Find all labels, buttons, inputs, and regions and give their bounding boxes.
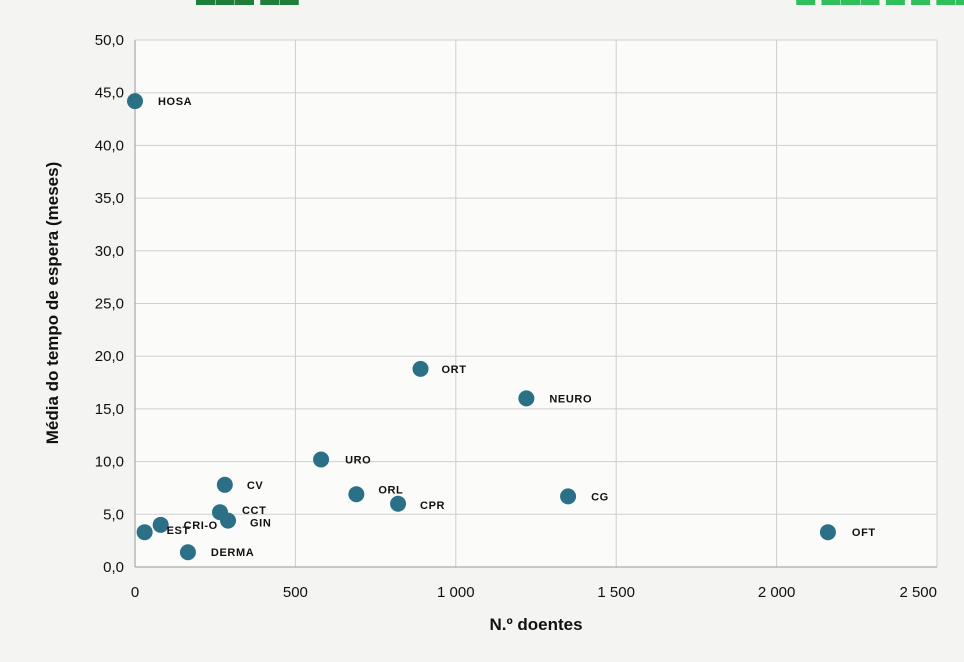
point-oft [819,524,836,541]
point-label-est: EST [167,525,190,537]
y-tick-label: 30,0 [95,243,124,260]
point-label-hosa: HOSA [158,96,192,108]
y-tick-label: 40,0 [95,137,124,154]
cropped-title-fragment: ▬▬▬ ▬▬ ▬ ▬▬▬ ▬ ▬ ▬▬ [196,0,964,10]
grid-lines [135,39,938,567]
point-ort [412,360,429,377]
point-hosa [127,93,143,110]
point-label-orl: ORL [378,484,403,496]
point-label-uro: URO [345,454,371,466]
axes [134,40,937,568]
y-tick-labels: 0,0 5,0 10,0 15,0 20,0 25,0 30,0 35,0 40,0 45,0 50… [95,32,124,576]
point-label-derma: DERMA [211,547,254,559]
point-cri-o [152,516,169,533]
point-label-gin: GIN [250,518,271,530]
y-tick-label: 10,0 [95,454,124,471]
point-cv [216,476,233,493]
point-est [136,524,153,541]
point-neuro [518,390,535,407]
data-points [127,93,836,561]
y-tick-label: 50,0 [95,32,124,49]
point-label-cv: CV [247,480,264,492]
point-cpr [390,495,407,512]
y-tick-label: 45,0 [95,85,124,102]
y-axis-title: Média do tempo de espera (meses) [43,162,62,444]
point-label-oft: OFT [852,527,876,539]
y-tick-label: 25,0 [95,296,124,313]
x-tick-label: 2 500 [899,584,937,601]
point-label-cpr: CPR [420,500,445,512]
x-tick-label: 1 000 [437,584,475,601]
y-tick-label: 20,0 [95,348,124,365]
point-label-cg: CG [591,491,609,503]
x-tick-label: 500 [283,584,308,601]
point-cg [560,488,577,505]
x-tick-label: 2 000 [758,584,796,601]
point-orl [348,486,365,503]
y-tick-label: 35,0 [95,190,124,207]
x-tick-labels: 0 500 1 000 1 500 2 000 2 500 [131,584,937,601]
y-tick-label: 0,0 [103,559,124,576]
point-label-cct: CCT [242,505,266,517]
point-gin [220,512,237,529]
x-tick-label: 1 500 [597,584,635,601]
x-axis-title: N.º doentes [489,615,582,634]
x-tick-label: 0 [131,584,139,601]
point-uro [313,451,330,468]
point-derma [179,544,196,561]
y-tick-label: 15,0 [95,401,124,418]
y-tick-label: 5,0 [103,506,124,523]
point-label-ort: ORT [442,364,467,376]
point-label-neuro: NEURO [549,393,592,405]
point-label-cri-o: CRI-O [184,520,218,532]
